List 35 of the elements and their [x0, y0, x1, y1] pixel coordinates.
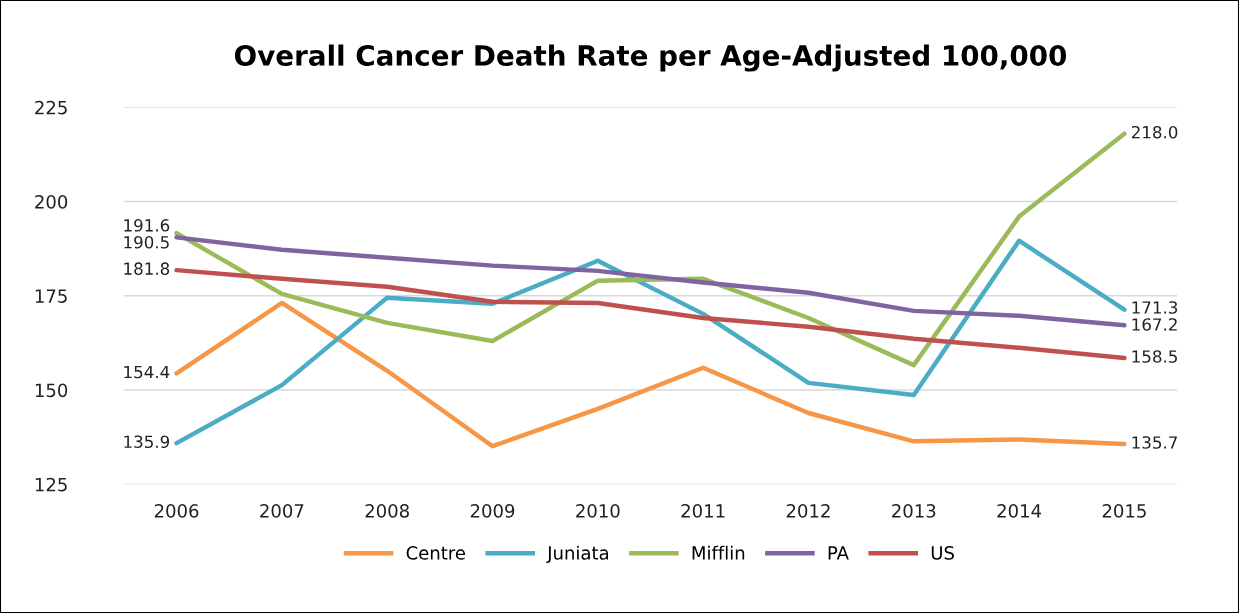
- data-label: 154.4: [124, 365, 170, 379]
- x-tick-label: 2012: [786, 504, 830, 518]
- x-tick-label: 2009: [470, 504, 515, 518]
- data-label: 171.3: [1132, 301, 1178, 314]
- y-tick-label: 175: [35, 289, 67, 303]
- x-tick-label: 2011: [681, 504, 725, 518]
- y-tick-label: 225: [35, 100, 67, 115]
- data-label: 190.5: [124, 235, 169, 249]
- x-tick-label: 2007: [260, 504, 304, 518]
- data-label: 167.2: [1132, 318, 1177, 331]
- y-tick-label: 150: [35, 383, 68, 398]
- data-label: 158.5: [1132, 350, 1177, 363]
- x-tick-label: 2006: [154, 504, 199, 518]
- legend-label: Mifflin: [692, 545, 745, 560]
- data-label: 191.6: [124, 219, 170, 232]
- y-tick-label: 200: [35, 194, 68, 209]
- line-series: [174, 267, 1127, 361]
- data-label: 181.8: [124, 262, 170, 275]
- x-tick-label: 2015: [1102, 504, 1146, 518]
- legend-label: US: [931, 546, 954, 560]
- x-tick-label: 2008: [365, 504, 409, 518]
- line-series: [174, 235, 1127, 328]
- x-tick-label: 2014: [997, 504, 1042, 518]
- data-label: 135.9: [124, 435, 170, 449]
- line-series: [174, 300, 1127, 449]
- legend-label: PA: [828, 546, 849, 560]
- legend-label: Juniata: [546, 545, 609, 564]
- x-tick-label: 2010: [576, 504, 620, 518]
- data-label: 218.0: [1131, 125, 1178, 139]
- chart-title: Overall Cancer Death Rate per Age-Adjusted 100,000: [234, 44, 1067, 72]
- legend-label: Centre: [406, 546, 465, 560]
- line-series: [174, 238, 1127, 446]
- y-tick-label: 125: [35, 477, 67, 492]
- x-tick-label: 2013: [892, 504, 936, 518]
- data-label: 135.7: [1132, 436, 1177, 449]
